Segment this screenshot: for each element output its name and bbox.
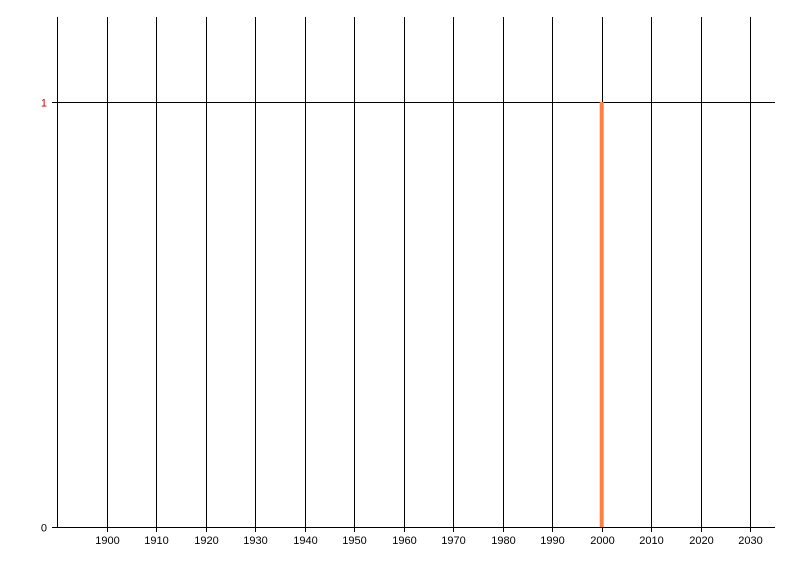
y-tick-label: 0 xyxy=(41,523,47,535)
x-tick-label: 2010 xyxy=(639,535,663,547)
y-tick-label: 1 xyxy=(41,98,47,110)
x-tick-label: 2030 xyxy=(738,535,762,547)
x-tick-label: 2000 xyxy=(590,535,614,547)
x-tick-label: 1900 xyxy=(95,535,119,547)
x-tick-label: 1960 xyxy=(392,535,416,547)
x-tick-label: 1930 xyxy=(243,535,267,547)
x-tick-label: 1940 xyxy=(293,535,317,547)
bar xyxy=(599,102,604,527)
x-tick-label: 2020 xyxy=(689,535,713,547)
x-tick-label: 1950 xyxy=(342,535,366,547)
x-tick-label: 1910 xyxy=(144,535,168,547)
x-tick-label: 1920 xyxy=(194,535,218,547)
x-tick-label: 1980 xyxy=(491,535,515,547)
x-tick-label: 1990 xyxy=(540,535,564,547)
x-tick-label: 1970 xyxy=(441,535,465,547)
